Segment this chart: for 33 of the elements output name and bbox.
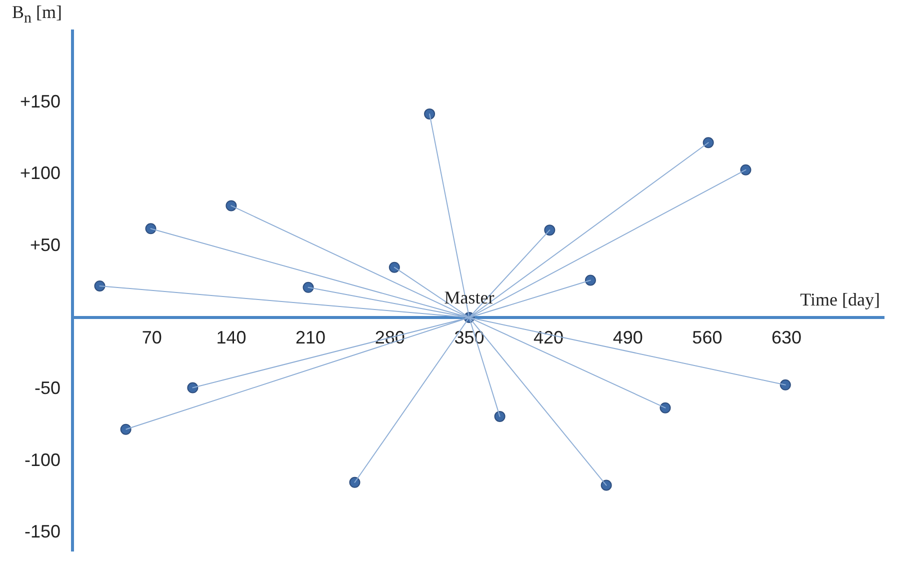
x-tick-label: 140	[216, 327, 246, 348]
x-axis-title: Time [day]	[800, 289, 880, 310]
y-tick-label: -100	[24, 450, 61, 470]
y-tick-label: -50	[34, 378, 61, 398]
y-tick-label: +100	[20, 163, 61, 184]
point	[187, 382, 198, 394]
point	[544, 224, 556, 236]
point	[226, 200, 237, 212]
point	[145, 223, 156, 234]
point	[424, 108, 436, 120]
point	[584, 274, 596, 286]
annotation: Master	[444, 287, 494, 308]
point	[740, 164, 752, 176]
x-tick-label: 420	[534, 327, 564, 348]
y-tick-label: +150	[20, 91, 61, 112]
x-tick-label: 630	[772, 327, 802, 348]
point	[780, 379, 791, 390]
point	[94, 280, 106, 292]
point	[600, 480, 612, 491]
y-tick-label: +50	[30, 234, 61, 255]
point	[120, 424, 132, 435]
x-tick-label: 490	[612, 327, 643, 348]
point	[302, 282, 314, 293]
x-tick-label: 560	[692, 327, 722, 348]
point	[660, 402, 671, 414]
y-axis-title: B$_{n}$ [m]	[12, 2, 62, 28]
y-tick-label: -150	[24, 522, 61, 542]
point	[349, 476, 360, 488]
point	[494, 410, 506, 422]
x-tick-label: 70	[142, 327, 162, 348]
point	[388, 262, 400, 273]
x-tick-label: 210	[296, 327, 326, 348]
point	[702, 137, 714, 148]
